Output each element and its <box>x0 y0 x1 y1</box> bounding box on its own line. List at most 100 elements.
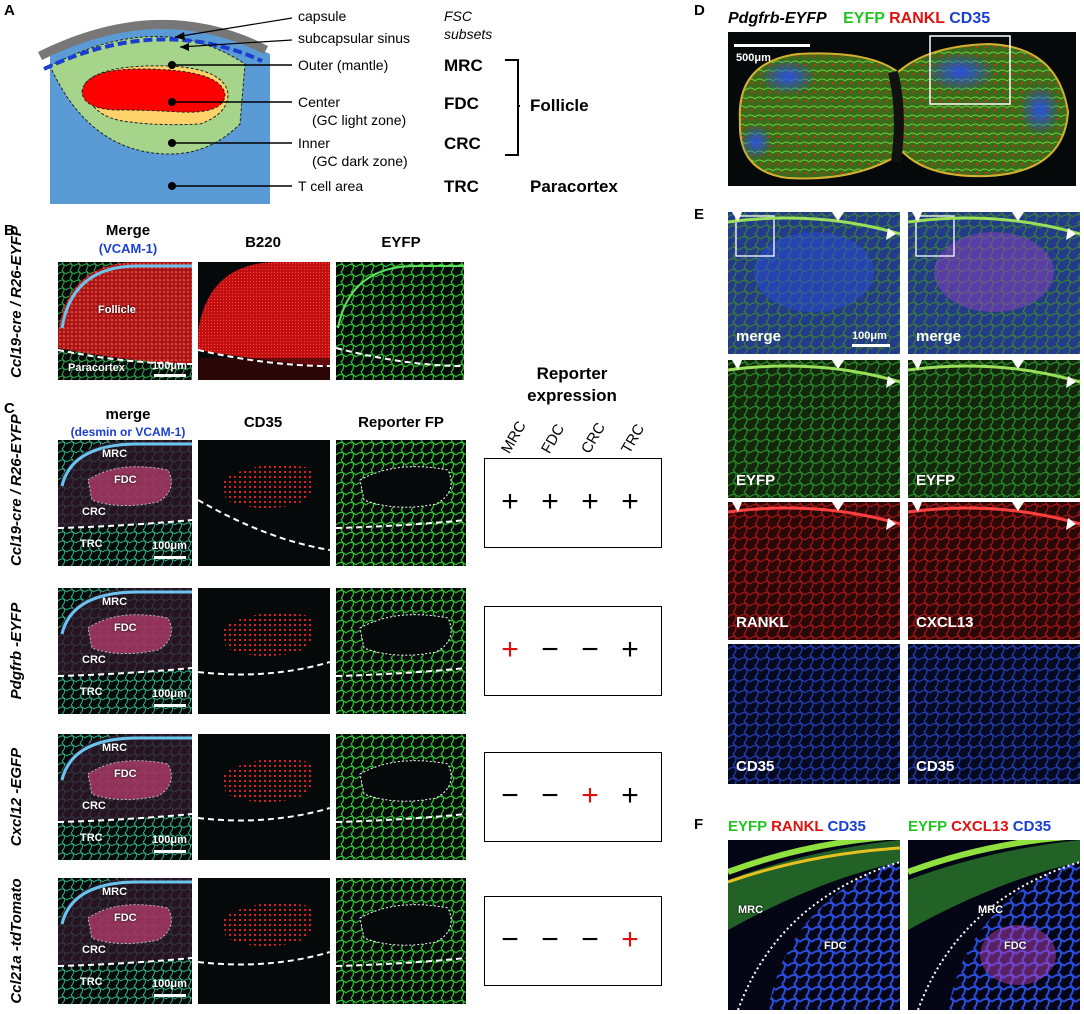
c-row-label: Ccl19-cre / R26-EYFP <box>8 414 25 566</box>
c-region-label: TRC <box>80 976 103 988</box>
c-reporter-image <box>336 588 466 714</box>
f-right-ch2: CXCL13 <box>951 818 1009 835</box>
inner-label: Inner <box>298 135 330 151</box>
d-title: Pdgfrb-EYFP <box>728 10 827 27</box>
e-panel-label: CD35 <box>916 758 955 775</box>
f-right-ch1: EYFP <box>908 818 947 835</box>
c-region-label: TRC <box>80 832 103 844</box>
c-merge-image: MRC FDC CRC TRC 100μm <box>58 440 192 566</box>
panel-letter-f: F <box>694 816 704 833</box>
fsc-label: FSC <box>444 8 472 24</box>
c-scale-bar <box>154 850 186 853</box>
e-image-right-3: CD35 <box>908 644 1080 784</box>
f-left-title: EYFP RANKL CD35 <box>728 818 866 835</box>
e-panel-label: EYFP <box>916 472 956 489</box>
c-expr-title-1: Reporter <box>536 364 608 383</box>
c-cd35-image <box>198 588 330 714</box>
c-expression-sign: + <box>581 779 599 812</box>
b-col-b220: B220 <box>245 234 281 251</box>
b-paracortex-label: Paracortex <box>68 362 125 374</box>
center-sub-label: (GC light zone) <box>312 112 407 128</box>
crc-label: CRC <box>444 134 481 153</box>
b-row-label: Ccl19-cre / R26-EYFP <box>8 226 25 378</box>
c-expression-box: + − − + <box>484 606 662 696</box>
e-image-left-3: CD35 <box>728 644 900 784</box>
d-image: 500μm <box>728 32 1076 186</box>
c-expression-sign: + <box>501 633 519 666</box>
c-scale-text: 100μm <box>152 978 187 990</box>
c-expression-sign: − <box>541 923 559 956</box>
e-image-right-0: merge <box>908 212 1080 354</box>
c-region-label: TRC <box>80 686 103 698</box>
c-region-label: MRC <box>102 742 128 754</box>
center-label: Center <box>298 94 341 110</box>
panel-letter-e: E <box>694 206 705 223</box>
f-left-image: MRC FDC <box>728 840 900 1010</box>
c-cd35-image <box>198 440 330 566</box>
c-expression-sign: + <box>621 633 639 666</box>
e-image-left-2: RANKL <box>728 502 900 640</box>
c-expression-sign: − <box>581 633 599 666</box>
e-panel-label: RANKL <box>736 614 789 631</box>
c-col-fp: Reporter FP <box>358 414 444 431</box>
c-scale-text: 100μm <box>152 834 187 846</box>
b-eyfp-image <box>336 262 464 380</box>
c-region-label: FDC <box>114 622 137 634</box>
e-image-left-1: EYFP <box>728 360 900 498</box>
c-region-label: CRC <box>82 800 106 812</box>
c-expression-sign: − <box>541 633 559 666</box>
e-panel-label: merge <box>736 328 782 345</box>
c-cd35-image <box>198 734 330 860</box>
b-col-merge-sub: (VCAM-1) <box>98 241 158 256</box>
trc-label: TRC <box>444 177 479 196</box>
e-panel-label: CXCL13 <box>916 614 974 631</box>
c-expression-sign: + <box>541 485 559 518</box>
e-image-right-1: EYFP <box>908 360 1080 498</box>
f-right-fdc: FDC <box>1004 940 1027 952</box>
c-expression-sign: − <box>541 779 559 812</box>
d-scale-text: 500μm <box>736 52 771 64</box>
f-left-mrc: MRC <box>738 904 764 916</box>
e-scale-text: 100μm <box>852 330 887 342</box>
c-reporter-image <box>336 440 466 566</box>
inner-sub-label: (GC dark zone) <box>312 153 408 169</box>
f-left-ch1: EYFP <box>728 818 767 835</box>
b-merge-image: Follicle Paracortex 100μm <box>58 262 192 380</box>
outer-label: Outer (mantle) <box>298 57 389 73</box>
e-panel-label: merge <box>916 328 962 345</box>
c-scale-text: 100μm <box>152 540 187 552</box>
c-expression-sign: + <box>621 485 639 518</box>
b-col-eyfp: EYFP <box>381 234 421 251</box>
c-cd35-image <box>198 878 330 1004</box>
b-scale-bar <box>154 374 186 377</box>
c-expression-sign: + <box>621 923 639 956</box>
f-left-ch2: RANKL <box>771 818 824 835</box>
c-scale-bar <box>154 994 186 997</box>
c-region-label: CRC <box>82 654 106 666</box>
lymph-node-schematic <box>37 20 270 204</box>
tcell-label: T cell area <box>298 178 364 194</box>
panel-letter-c: C <box>4 400 15 417</box>
c-col-merge-sub: (desmin or VCAM-1) <box>70 425 186 439</box>
c-row-label: Pdgfrb -EYFP <box>8 602 25 700</box>
c-expression-sign: + <box>581 485 599 518</box>
subcapsular-sinus-label: subcapsular sinus <box>298 30 411 46</box>
d-ch-eyfp: EYFP <box>843 10 885 27</box>
b-follicle-label: Follicle <box>98 304 136 316</box>
e-image-right-2: CXCL13 <box>908 502 1080 640</box>
f-right-title: EYFP CXCL13 CD35 <box>908 818 1051 835</box>
paracortex-label: Paracortex <box>530 177 618 196</box>
d-ch-rankl: RANKL <box>889 10 945 27</box>
c-region-label: MRC <box>102 596 128 608</box>
subsets-label: subsets <box>444 26 493 42</box>
c-row-label: Ccl21a -tdTomato <box>8 878 25 1004</box>
c-scale-bar <box>154 556 186 559</box>
d-scale-bar <box>734 44 810 47</box>
b-b220-image <box>198 262 330 380</box>
c-region-label: MRC <box>102 886 128 898</box>
c-expression-sign: − <box>581 923 599 956</box>
c-col-merge: merge <box>105 406 151 423</box>
c-expr-title-2: expression <box>527 386 617 405</box>
c-merge-image: MRC FDC CRC TRC 100μm <box>58 734 192 860</box>
fdc-label: FDC <box>444 94 479 113</box>
